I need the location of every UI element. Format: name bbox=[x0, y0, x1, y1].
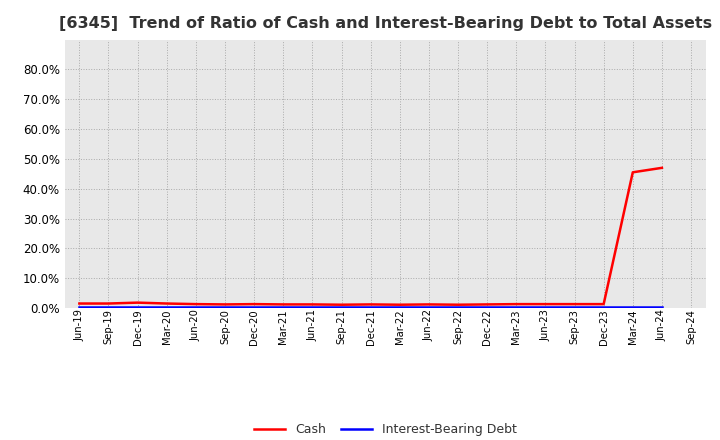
Cash bbox=[570, 301, 579, 307]
Cash bbox=[366, 302, 375, 307]
Interest-Bearing Debt bbox=[163, 304, 171, 310]
Interest-Bearing Debt bbox=[337, 304, 346, 310]
Interest-Bearing Debt bbox=[133, 304, 142, 310]
Interest-Bearing Debt bbox=[366, 304, 375, 310]
Interest-Bearing Debt bbox=[512, 304, 521, 310]
Cash bbox=[337, 302, 346, 308]
Cash bbox=[220, 302, 229, 307]
Cash bbox=[454, 302, 462, 308]
Cash bbox=[163, 301, 171, 306]
Interest-Bearing Debt bbox=[425, 304, 433, 310]
Cash bbox=[483, 302, 492, 307]
Cash bbox=[629, 170, 637, 175]
Interest-Bearing Debt bbox=[279, 304, 287, 310]
Interest-Bearing Debt bbox=[250, 304, 258, 310]
Cash bbox=[425, 302, 433, 307]
Interest-Bearing Debt bbox=[192, 304, 200, 310]
Cash bbox=[512, 301, 521, 307]
Interest-Bearing Debt bbox=[541, 304, 550, 310]
Cash bbox=[279, 302, 287, 307]
Cash bbox=[75, 301, 84, 306]
Cash bbox=[395, 302, 404, 308]
Cash bbox=[250, 301, 258, 307]
Cash bbox=[599, 301, 608, 307]
Interest-Bearing Debt bbox=[308, 304, 317, 310]
Cash bbox=[308, 302, 317, 307]
Interest-Bearing Debt bbox=[104, 304, 113, 310]
Cash bbox=[104, 301, 113, 306]
Cash bbox=[192, 301, 200, 307]
Interest-Bearing Debt bbox=[483, 304, 492, 310]
Interest-Bearing Debt bbox=[657, 304, 666, 310]
Legend: Cash, Interest-Bearing Debt: Cash, Interest-Bearing Debt bbox=[248, 418, 522, 440]
Interest-Bearing Debt bbox=[454, 304, 462, 310]
Interest-Bearing Debt bbox=[570, 304, 579, 310]
Line: Cash: Cash bbox=[79, 168, 662, 305]
Cash bbox=[657, 165, 666, 170]
Cash bbox=[541, 301, 550, 307]
Interest-Bearing Debt bbox=[75, 304, 84, 310]
Interest-Bearing Debt bbox=[395, 304, 404, 310]
Title: [6345]  Trend of Ratio of Cash and Interest-Bearing Debt to Total Assets: [6345] Trend of Ratio of Cash and Intere… bbox=[58, 16, 712, 32]
Cash bbox=[133, 300, 142, 305]
Interest-Bearing Debt bbox=[629, 304, 637, 310]
Interest-Bearing Debt bbox=[599, 304, 608, 310]
Interest-Bearing Debt bbox=[220, 304, 229, 310]
